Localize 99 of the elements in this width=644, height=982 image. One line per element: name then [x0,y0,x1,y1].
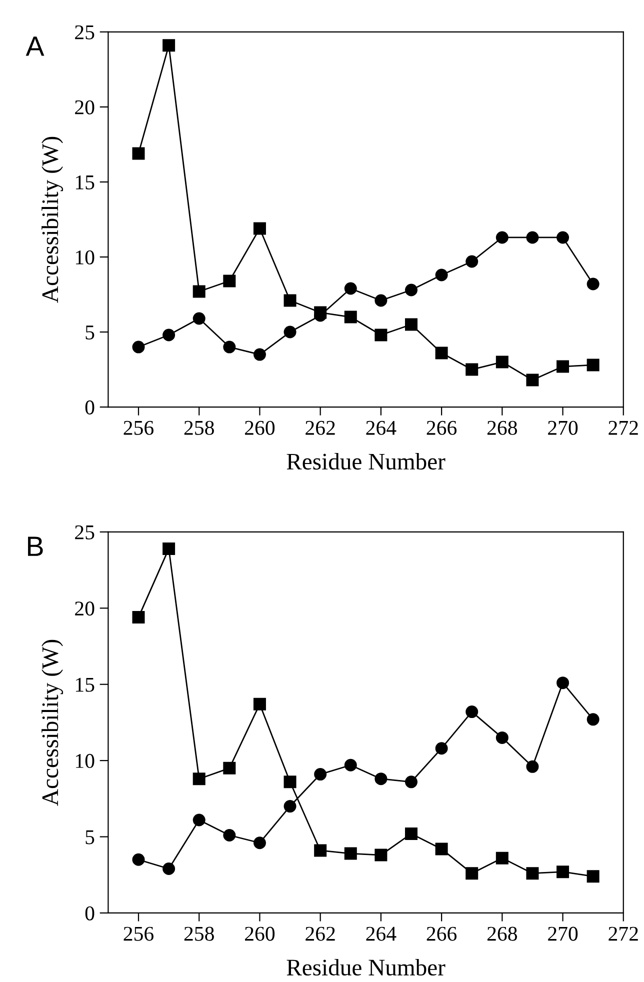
point [496,731,508,744]
y-tick-label: 15 [76,678,94,692]
chart-title: A [26,36,44,56]
y-tick-label: 0 [85,906,94,920]
point [253,698,266,710]
x-tick-label: 266 [426,926,457,941]
point [405,827,418,840]
point [344,847,357,860]
point [586,870,600,883]
point [314,306,327,319]
y-tick-label: 5 [86,326,94,340]
x-tick-label: 256 [124,926,154,941]
point [284,294,296,307]
point [374,848,388,862]
point [466,706,478,718]
x-tick-label: 268 [487,420,517,435]
point [526,760,539,773]
point [435,842,448,856]
y-tick-label: 0 [85,400,94,414]
x-tick-label: 264 [366,420,396,435]
x-tick-label: 260 [245,926,275,941]
point [466,867,478,880]
point [374,772,388,786]
y-tick-label: 25 [75,525,94,540]
point [556,866,570,878]
x-axis-title: Residue Number [286,958,446,976]
point [466,255,478,268]
x-tick-label: 266 [426,420,457,435]
point [586,358,600,372]
point [223,274,236,288]
point [314,768,327,781]
point [374,294,388,307]
point [284,326,296,338]
x-tick-label: 272 [608,926,638,941]
x-tick-label: 270 [548,420,578,435]
x-tick-label: 262 [306,420,335,435]
point [556,231,570,244]
point [284,776,296,788]
point [253,222,266,235]
point [162,39,176,52]
y-tick-label: 15 [76,175,94,190]
point [223,762,236,774]
y-tick-label: 5 [86,830,94,844]
point [435,346,448,360]
point [344,758,357,772]
point [374,328,388,342]
y-tick-label: 20 [75,602,94,616]
point [405,284,418,296]
y-tick-label: 10 [76,754,94,768]
point [192,772,206,786]
point [526,374,539,386]
y-tick-label: 10 [76,250,94,264]
point [192,312,206,325]
x-tick-label: 260 [245,420,275,435]
point [162,862,176,876]
chart-title: B [28,536,43,556]
point [435,742,448,755]
point [496,852,508,864]
point [496,356,508,368]
x-tick-label: 258 [184,926,214,941]
point [526,867,539,880]
x-tick-label: 264 [366,926,396,941]
point [132,147,145,160]
y-tick-label: 25 [75,25,94,40]
x-axis-title: Residue Number [286,453,446,470]
point [466,363,478,376]
point [132,340,145,354]
point [496,231,508,244]
point [253,348,266,361]
point [526,231,539,244]
y-axis-title: Accessibility (W) [42,640,64,806]
point [223,340,236,354]
x-tick-label: 256 [124,420,154,435]
y-tick-label: 20 [75,100,94,114]
y-axis-title: Accessibility (W) [42,136,64,303]
point [253,836,266,850]
x-tick-label: 272 [608,420,638,435]
point [586,278,600,290]
point [405,318,418,331]
point [162,328,176,342]
point [586,713,600,726]
point [405,776,418,788]
point [192,285,206,298]
point [314,844,327,857]
point [192,814,206,826]
point [162,542,176,555]
x-tick-label: 258 [184,420,214,435]
x-tick-label: 270 [548,926,578,941]
point [223,828,236,842]
point [132,853,145,866]
x-tick-label: 262 [306,926,335,941]
x-tick-label: 268 [487,926,517,941]
point [132,611,145,624]
point [284,800,296,813]
point [344,310,357,324]
point [556,676,570,690]
point [344,282,357,295]
point [556,360,570,373]
point [435,268,448,282]
